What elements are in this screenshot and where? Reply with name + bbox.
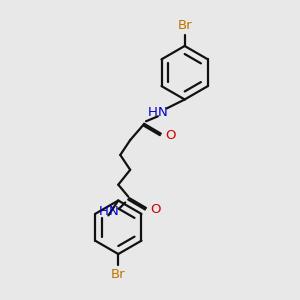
Text: H: H — [148, 106, 158, 119]
Text: Br: Br — [177, 19, 192, 32]
Text: N: N — [158, 106, 168, 119]
Text: O: O — [150, 203, 160, 216]
Text: O: O — [165, 129, 175, 142]
Text: N: N — [109, 205, 118, 218]
Text: Br: Br — [111, 268, 126, 281]
Text: H: H — [98, 205, 108, 218]
